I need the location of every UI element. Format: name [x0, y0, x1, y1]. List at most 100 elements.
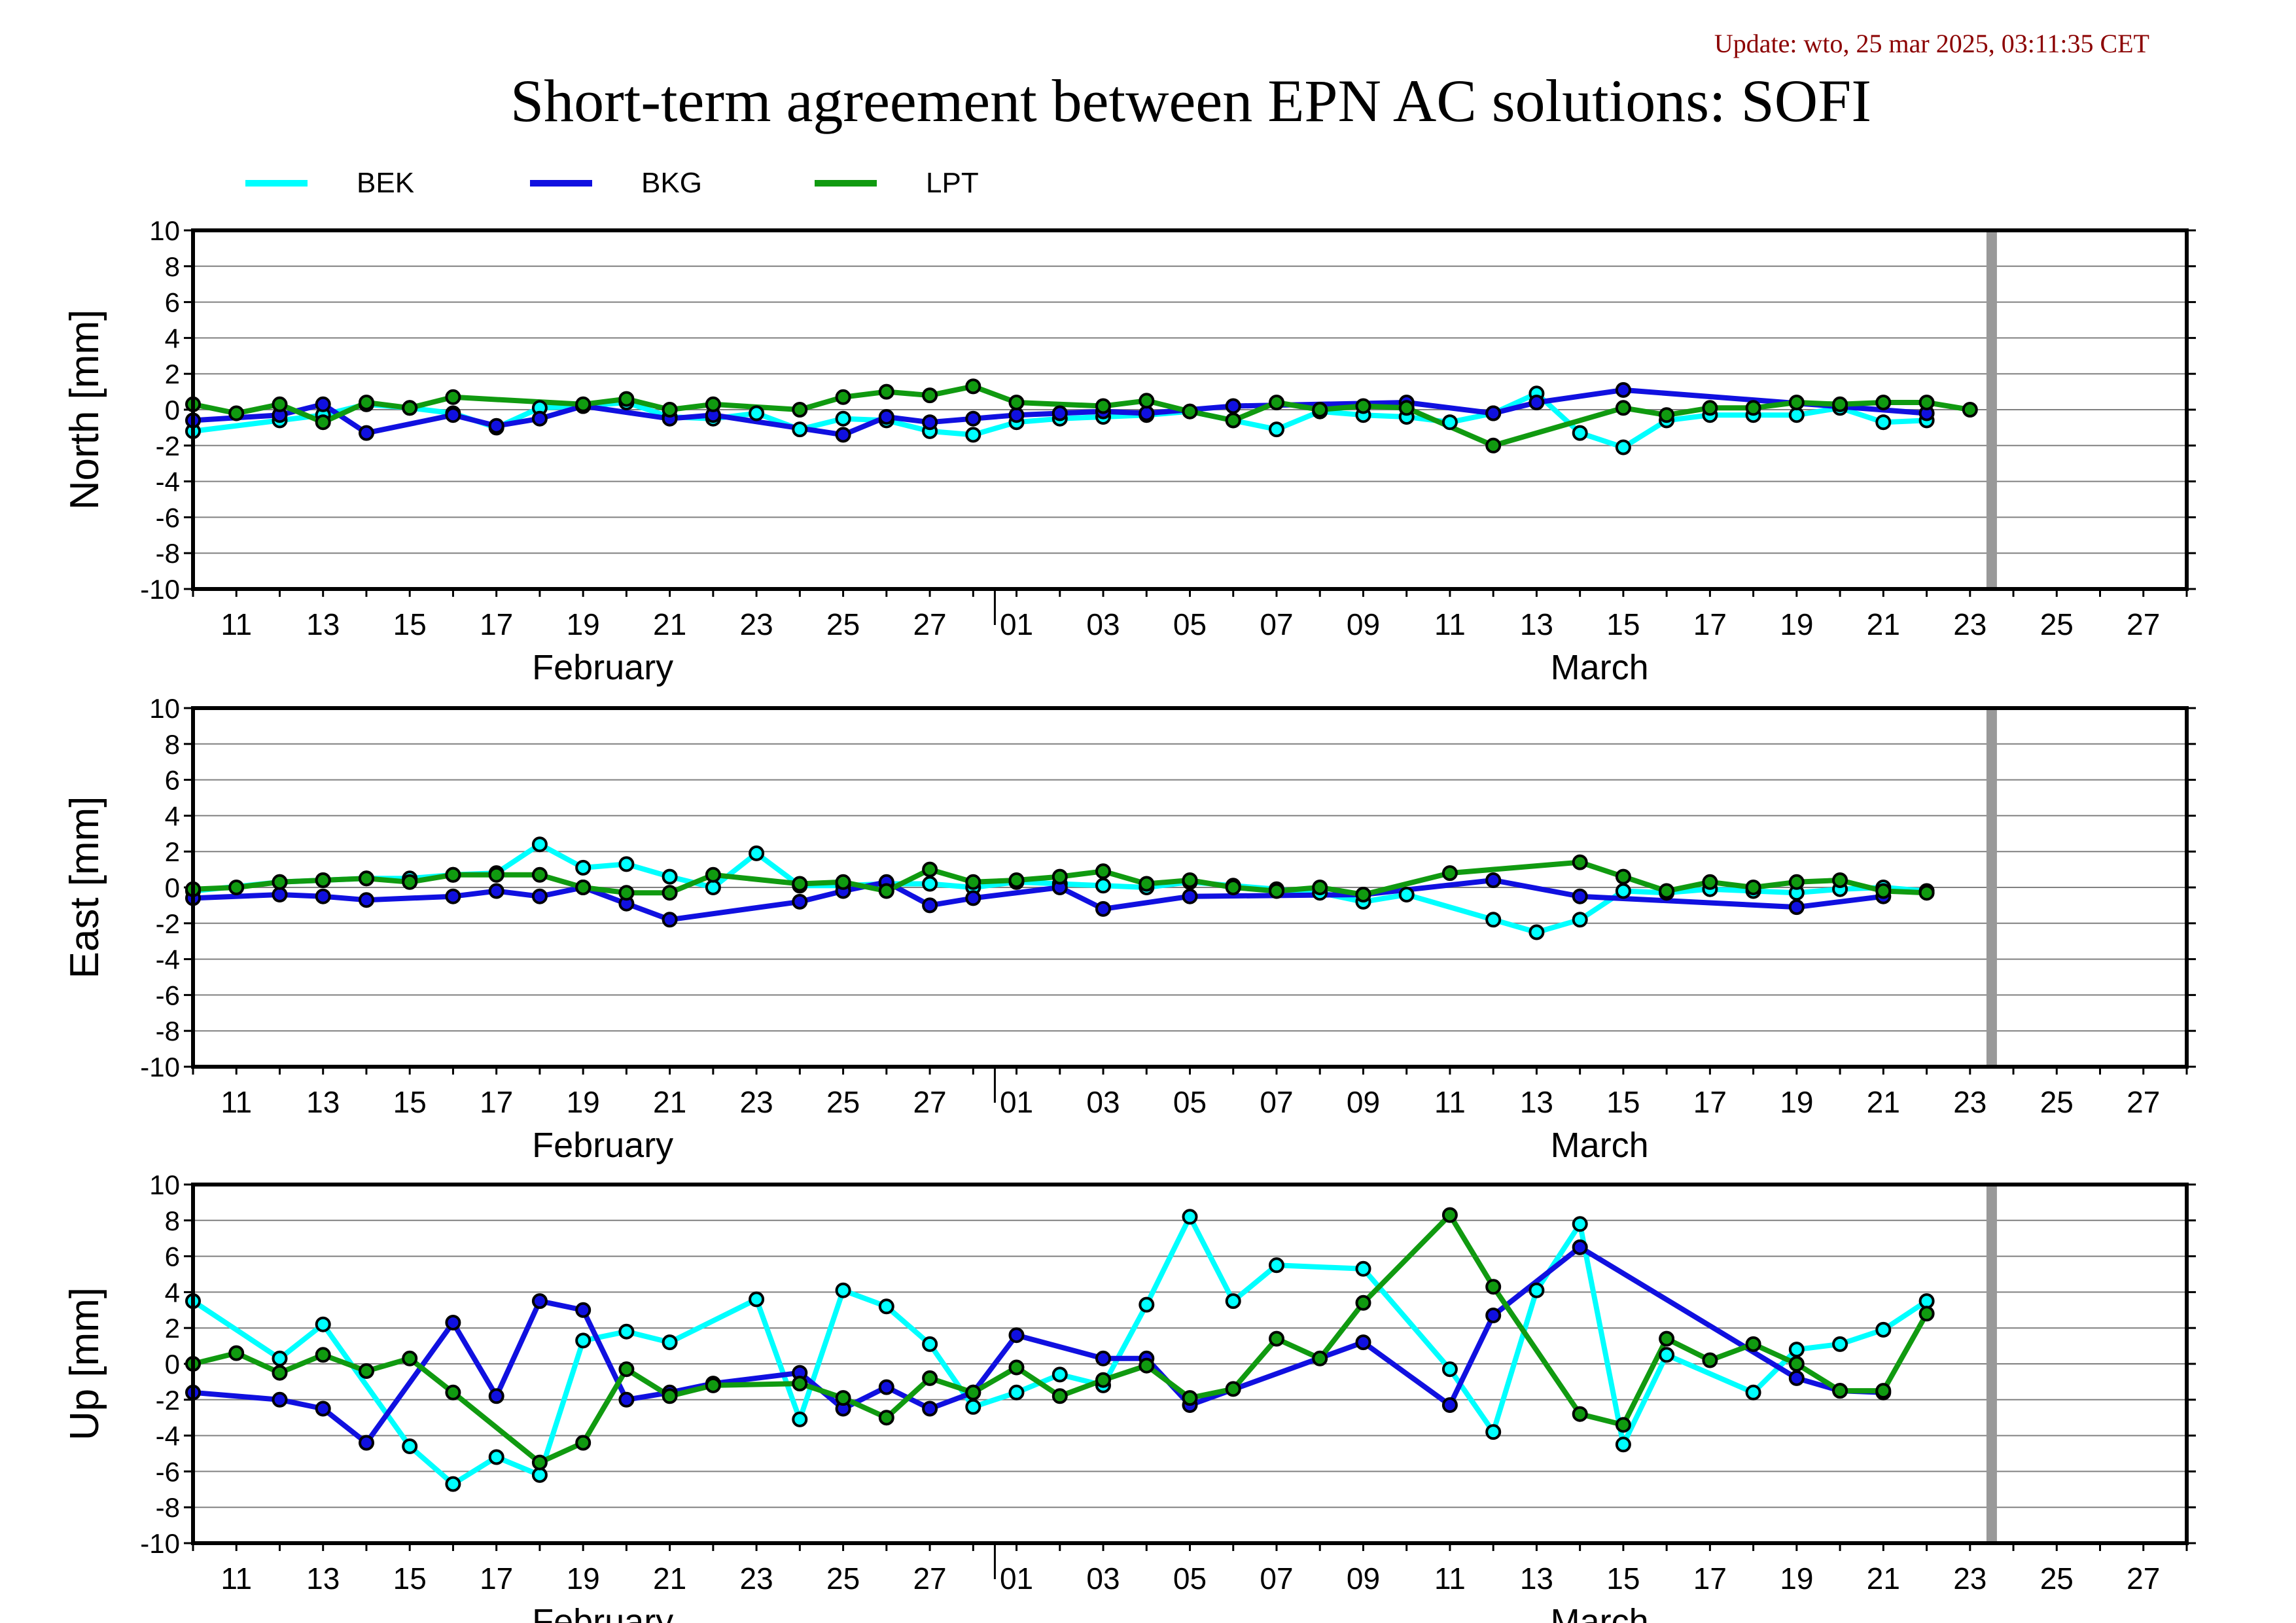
data-point-lpt [445, 389, 461, 405]
data-point-lpt [315, 872, 331, 888]
data-point-lpt [1918, 395, 1935, 410]
data-point-bek [749, 845, 765, 861]
y-tick-label: -2 [156, 908, 180, 939]
data-point-lpt [1659, 883, 1675, 899]
data-point-bek [705, 880, 721, 895]
data-point-lpt [1355, 398, 1371, 414]
y-axis-label: Up [mm] [62, 1287, 107, 1440]
data-point-lpt [1398, 400, 1415, 416]
data-point-bkg [618, 1391, 635, 1408]
data-point-bkg [315, 888, 331, 904]
data-point-bkg [531, 1293, 548, 1310]
x-tick-label: 21 [653, 1085, 686, 1119]
data-point-bkg [1788, 899, 1805, 916]
x-tick-label: 17 [480, 1085, 513, 1119]
x-tick-label: 19 [1780, 1085, 1813, 1119]
data-point-bek [1355, 1260, 1371, 1277]
x-tick-label: 21 [1867, 1085, 1900, 1119]
data-point-bek [749, 1291, 765, 1308]
data-point-lpt [402, 1350, 418, 1366]
x-tick-label: 01 [1000, 607, 1033, 641]
data-point-bkg [488, 1388, 504, 1404]
data-point-lpt [878, 1410, 894, 1426]
data-point-lpt [1008, 395, 1025, 410]
x-tick-label: 25 [826, 607, 860, 641]
data-point-lpt [618, 391, 635, 407]
data-point-lpt [1051, 868, 1068, 885]
x-tick-label: 21 [1867, 1561, 1900, 1596]
data-point-lpt [1875, 395, 1892, 410]
series-line-bkg [192, 387, 1927, 438]
data-point-lpt [1225, 1381, 1241, 1397]
data-point-lpt [1745, 880, 1761, 895]
data-point-bkg [1139, 405, 1155, 421]
data-point-lpt [1788, 395, 1805, 410]
y-tick-label: -6 [156, 502, 180, 533]
data-point-bek [1441, 1361, 1458, 1378]
series-line-bek [192, 391, 1927, 450]
x-tick-label: 17 [480, 1561, 513, 1596]
data-point-bkg [662, 912, 678, 928]
data-point-bek [1182, 1209, 1198, 1225]
data-point-lpt [1615, 1417, 1631, 1433]
x-tick-label: 11 [1434, 1085, 1466, 1119]
y-tick-label: -6 [156, 980, 180, 1010]
data-point-lpt [575, 880, 592, 895]
data-point-bek [1832, 1336, 1848, 1352]
data-point-lpt [1269, 395, 1284, 410]
data-point-bek [1008, 1384, 1025, 1400]
data-point-bkg [1051, 405, 1068, 421]
data-point-lpt [1095, 1372, 1111, 1388]
x-tick-label: 17 [1693, 607, 1727, 641]
data-point-bek [1572, 912, 1588, 928]
x-tick-label: 01 [1000, 1085, 1033, 1119]
data-point-lpt [1875, 883, 1892, 899]
x-tick-label: 05 [1173, 607, 1207, 641]
x-tick-label: 19 [567, 1085, 600, 1119]
data-point-bek [1051, 1366, 1068, 1383]
data-point-lpt [402, 400, 418, 416]
data-point-lpt [1182, 872, 1198, 888]
data-point-bkg [1095, 901, 1111, 917]
data-point-bek [1485, 1424, 1502, 1440]
x-tick-label: 15 [1606, 1561, 1640, 1596]
x-tick-label: 03 [1086, 607, 1120, 641]
x-tick-label: 13 [306, 1561, 340, 1596]
data-point-lpt [1441, 1207, 1458, 1223]
data-point-bkg [922, 897, 938, 914]
data-point-bkg [1572, 888, 1588, 904]
data-point-bkg [792, 893, 808, 910]
x-tick-label: 25 [2040, 607, 2074, 641]
data-point-lpt [1051, 1388, 1068, 1404]
y-tick-label: -8 [156, 1016, 180, 1046]
data-point-bkg [1441, 1397, 1458, 1413]
data-point-bkg [1355, 1334, 1371, 1351]
x-tick-label: 05 [1173, 1561, 1207, 1596]
x-tick-label: 25 [826, 1085, 860, 1119]
data-point-lpt [1355, 1294, 1371, 1311]
month-label-march: March [1551, 1602, 1649, 1623]
x-tick-label: 27 [2127, 607, 2160, 641]
x-tick-label: 15 [393, 607, 427, 641]
data-point-lpt [1659, 407, 1675, 423]
y-tick-label: 2 [165, 836, 180, 867]
data-point-bek [792, 421, 808, 438]
y-tick-label: 4 [165, 1277, 180, 1308]
data-point-bek [1875, 1321, 1892, 1338]
data-point-bek [1659, 1347, 1675, 1363]
data-point-lpt [1702, 400, 1718, 416]
data-point-lpt [965, 1384, 981, 1400]
data-point-bek [878, 1298, 894, 1315]
x-tick-label: 03 [1086, 1085, 1120, 1119]
data-point-bek [1095, 878, 1111, 894]
data-point-lpt [1441, 865, 1458, 882]
x-tick-label: 01 [1000, 1561, 1033, 1596]
data-point-bek [445, 1476, 461, 1492]
data-point-lpt [835, 874, 851, 890]
data-point-lpt [228, 880, 245, 895]
data-point-lpt [1269, 1330, 1284, 1347]
x-tick-label: 15 [393, 1085, 427, 1119]
data-point-lpt [1182, 403, 1198, 419]
data-point-lpt [445, 1384, 461, 1400]
data-point-bek [1528, 1282, 1545, 1298]
